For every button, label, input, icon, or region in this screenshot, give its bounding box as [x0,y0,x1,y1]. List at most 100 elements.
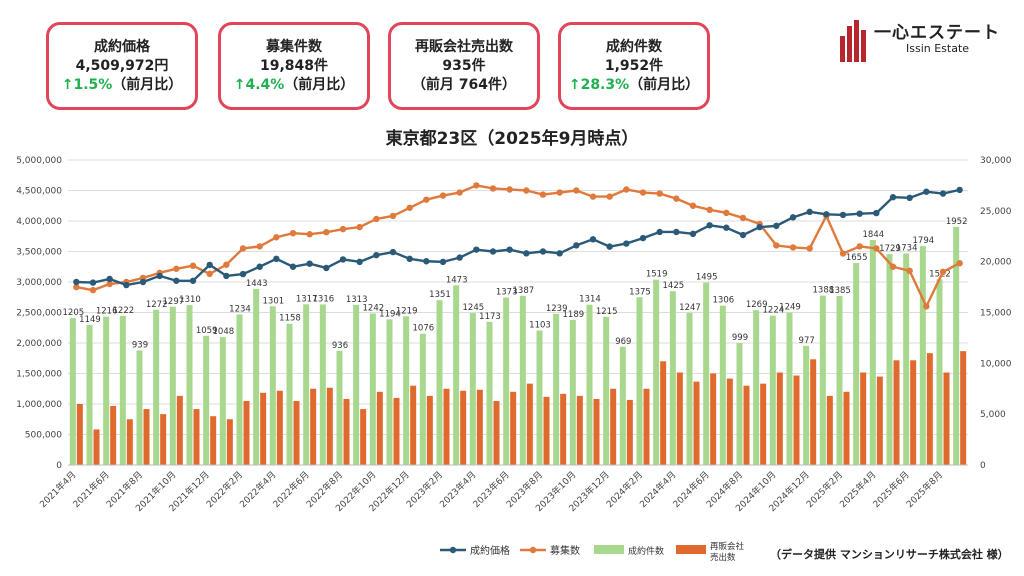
contracts-data-label: 1317 [296,294,318,304]
kpi-title: 成約価格 [94,38,150,55]
y-right-tick-label: 5,000 [980,410,1006,420]
kpi-value: 935件 [442,57,486,74]
resale-bar [110,406,117,465]
contracts-bar [186,305,193,465]
resale-bar [626,399,633,465]
y-right-tick-label: 15,000 [980,309,1012,319]
resale-bar [960,351,967,465]
contracts-bar [436,300,443,465]
contracts-bar [369,313,376,465]
price-point [323,264,330,272]
price-point [756,223,763,231]
contracts-data-label: 1844 [863,230,885,240]
resale-bar [493,400,500,465]
listings-point [389,212,397,220]
chart-area: 0 500,000 1,000,000 1,500,000 2,000,000 2,500… [16,156,1012,514]
contracts-bar [419,333,426,465]
price-point [689,230,697,238]
resale-bar [293,400,300,465]
company-logo: 一心エステート Issin Estate [836,16,1011,66]
price-point [189,277,197,284]
listings-point [506,186,513,193]
resale-bar [743,385,750,465]
listings-point [456,189,463,196]
listings-point [489,185,497,192]
contracts-bar [719,305,726,465]
listings-point [406,204,413,211]
contracts-bar [453,285,460,465]
contracts-bar [286,323,293,465]
price-point [539,248,547,255]
price-point [573,242,580,249]
listings-point [323,228,330,236]
contracts-data-label: 1301 [263,296,285,306]
price-point [89,279,97,286]
contracts-bar [636,297,643,465]
listings-point [939,268,947,276]
legend-resale-label: 再販会社 [710,541,745,552]
price-point [806,208,813,216]
price-point [223,272,230,280]
y-left-tick-label: 500,000 [25,431,62,441]
y-left-tick-label: 1,000,000 [16,400,62,410]
contracts-bar [903,253,910,465]
price-point [423,258,430,265]
contracts-bar [336,350,343,465]
listings-point [523,187,530,194]
resale-bar [843,391,850,465]
price-point [639,234,647,242]
y-left-tick-label: 3,500,000 [16,248,62,258]
kpi-value: 19,848件 [259,57,329,74]
contracts-bar [303,304,310,465]
price-point [506,246,513,253]
listings-point [573,187,580,194]
contracts-bar [603,316,610,465]
resale-bar [760,383,767,465]
contracts-data-label: 1297 [163,297,185,307]
price-point [839,211,847,219]
listings-point [839,250,847,257]
listings-point [356,223,363,231]
kpi-suffix: （前月 764件） [411,76,517,93]
contracts-data-label: 1655 [846,253,868,263]
y-left-tick-label: 2,000,000 [16,339,62,349]
resale-bar [810,359,817,465]
contracts-data-label: 1385 [829,286,851,296]
contracts-bar [253,288,260,465]
price-point [123,281,130,289]
legend-resale-label: 売出数 [710,552,736,563]
contracts-data-label: 1794 [913,236,935,246]
resale-bar [710,373,717,465]
contracts-data-label: 1189 [563,310,585,320]
resale-bar [460,390,467,465]
price-point [956,186,963,194]
resale-bar [443,388,450,465]
resale-bar [826,395,833,465]
contracts-bar [569,319,576,465]
resale-bar [143,409,150,465]
price-point [939,190,947,197]
price-point [856,210,863,217]
contracts-data-label: 1158 [279,314,301,324]
y-left-tick-label: 0 [56,461,62,471]
contracts-data-label: 1313 [346,295,368,305]
listings-point [806,245,813,252]
kpi-change: ↑1.5% [61,76,113,93]
contracts-data-label: 969 [615,337,631,347]
legend-contracts-label: 成約件数 [628,545,664,557]
resale-bar [560,393,567,465]
price-point [923,188,930,195]
resale-bar [910,360,917,465]
listings-point [906,267,913,275]
logo-icon [840,20,866,62]
legend-listings-marker [529,546,537,554]
contracts-bar [819,295,826,465]
x-tick-label: 2025年8月 [904,469,945,510]
price-point [656,228,663,236]
resale-bar [360,409,367,465]
resale-bar [510,391,517,465]
price-point [606,243,613,250]
price-point [289,263,297,270]
resale-bar [343,398,350,465]
contracts-bar [236,314,243,465]
